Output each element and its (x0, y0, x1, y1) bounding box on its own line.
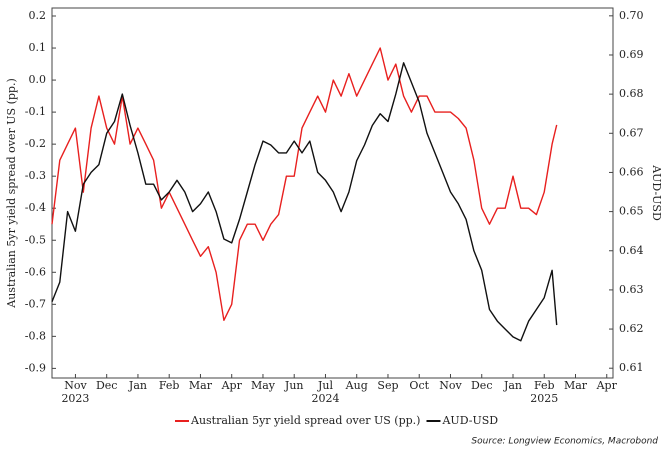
x-tick-label: Nov (64, 379, 87, 392)
y2-axis-label: AUD-USD (650, 164, 663, 221)
x-tick-label: Apr (221, 379, 243, 392)
x-year-label: 2023 (61, 392, 89, 405)
x-year-label: 2025 (530, 392, 558, 405)
y2-tick-label: 0.70 (619, 9, 644, 22)
x-tick-label: May (251, 379, 276, 392)
x-tick-label: Jun (284, 379, 304, 392)
y-tick-label: 0.1 (29, 41, 47, 54)
y-tick-label: -0.4 (25, 201, 46, 214)
x-tick-label: Mar (564, 379, 588, 392)
x-tick-label: Apr (596, 379, 618, 392)
y-tick-label: 0.0 (29, 73, 47, 86)
source: Source: Longview Economics, Macrobond (471, 437, 658, 447)
y2-tick-label: 0.61 (619, 361, 644, 374)
y-tick-label: -0.5 (25, 233, 46, 246)
y-axis-label: Australian 5yr yield spread over US (pp.… (5, 78, 18, 308)
y-tick-label: -0.9 (25, 361, 46, 374)
y2-tick-label: 0.65 (619, 205, 644, 218)
x-tick-label: Jan (128, 379, 147, 392)
x-tick-label: Aug (345, 379, 368, 392)
y-tick-label: 0.2 (29, 9, 47, 22)
x-tick-label: Sep (377, 379, 398, 392)
y2-tick-label: 0.62 (619, 322, 644, 335)
x-tick-label: Nov (439, 379, 462, 392)
x-tick-label: Jan (503, 379, 522, 392)
legend-label: AUD-USD (441, 414, 498, 427)
y2-tick-label: 0.64 (619, 244, 644, 257)
x-tick-label: Oct (409, 379, 429, 392)
plot-frame (51, 7, 614, 379)
y2-tick-label: 0.66 (619, 165, 644, 178)
x-tick-label: Feb (159, 379, 180, 392)
y-tick-label: -0.3 (25, 169, 46, 182)
x-tick-label: Feb (534, 379, 555, 392)
y-tick-label: -0.7 (25, 297, 46, 310)
series-line (51, 47, 558, 321)
x-tick-label: Jul (317, 379, 333, 392)
y-tick-label: -0.8 (25, 329, 46, 342)
y-tick-label: -0.2 (25, 137, 46, 150)
y2-tick-label: 0.69 (619, 48, 644, 61)
legend-label: Australian 5yr yield spread over US (pp.… (190, 414, 420, 427)
y-tick-label: -0.6 (25, 265, 46, 278)
y2-tick-label: 0.67 (619, 126, 644, 139)
series-line (51, 62, 558, 342)
x-tick-label: Dec (96, 379, 118, 392)
x-tick-label: Dec (471, 379, 493, 392)
y2-tick-label: 0.63 (619, 283, 644, 296)
y-tick-label: -0.1 (25, 105, 46, 118)
y2-tick-label: 0.68 (619, 87, 644, 100)
x-year-label: 2024 (311, 392, 339, 405)
x-tick-label: Mar (189, 379, 213, 392)
